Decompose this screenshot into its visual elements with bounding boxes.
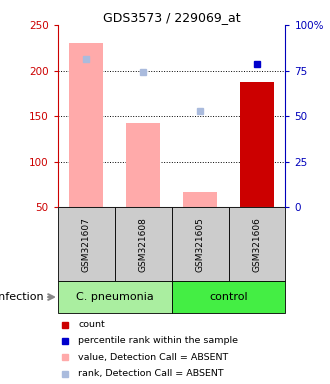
Bar xyxy=(58,207,115,281)
Bar xyxy=(240,83,274,207)
Text: infection: infection xyxy=(0,292,44,302)
Text: count: count xyxy=(78,320,105,329)
Text: GSM321606: GSM321606 xyxy=(252,217,261,272)
Text: rank, Detection Call = ABSENT: rank, Detection Call = ABSENT xyxy=(78,369,224,378)
Bar xyxy=(172,207,228,281)
Bar xyxy=(172,281,285,313)
Text: GSM321608: GSM321608 xyxy=(139,217,148,272)
Title: GDS3573 / 229069_at: GDS3573 / 229069_at xyxy=(103,11,241,24)
Text: GSM321605: GSM321605 xyxy=(196,217,205,272)
Text: C. pneumonia: C. pneumonia xyxy=(76,292,153,302)
Bar xyxy=(228,207,285,281)
Bar xyxy=(58,281,172,313)
Text: percentile rank within the sample: percentile rank within the sample xyxy=(78,336,238,345)
Text: value, Detection Call = ABSENT: value, Detection Call = ABSENT xyxy=(78,353,228,362)
Bar xyxy=(126,123,160,207)
Bar xyxy=(115,207,172,281)
Text: GSM321607: GSM321607 xyxy=(82,217,91,272)
Text: control: control xyxy=(209,292,248,302)
Bar xyxy=(183,192,217,207)
Bar xyxy=(69,43,103,207)
